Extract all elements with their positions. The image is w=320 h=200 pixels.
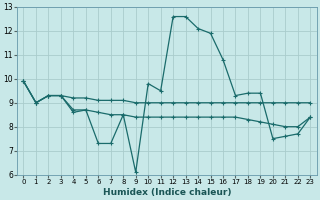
X-axis label: Humidex (Indice chaleur): Humidex (Indice chaleur) bbox=[103, 188, 231, 197]
